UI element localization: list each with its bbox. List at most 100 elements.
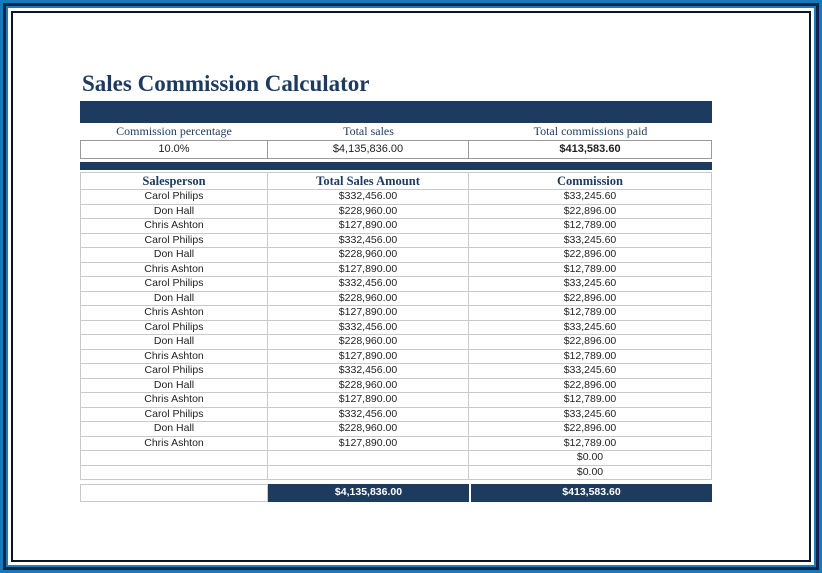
table-row: Carol Philips $332,456.00 $33,245.60	[81, 407, 712, 422]
commission-cell[interactable]: $12,789.00	[469, 262, 712, 277]
sales-amount-cell[interactable]: $332,456.00	[268, 277, 469, 292]
salesperson-cell[interactable]: Chris Ashton	[81, 393, 268, 408]
table-row: Chris Ashton $127,890.00 $12,789.00	[81, 306, 712, 321]
commission-cell[interactable]: $33,245.60	[469, 190, 712, 205]
table-row: Chris Ashton $127,890.00 $12,789.00	[81, 262, 712, 277]
commission-cell[interactable]: $12,789.00	[469, 306, 712, 321]
sales-amount-cell[interactable]: $228,960.00	[268, 378, 469, 393]
summary-label-total-sales: Total sales	[343, 124, 394, 138]
sales-amount-cell[interactable]: $127,890.00	[268, 393, 469, 408]
commission-cell[interactable]: $33,245.60	[469, 407, 712, 422]
column-header-total-sales-amount: Total Sales Amount	[268, 173, 469, 190]
sales-amount-cell[interactable]: $332,456.00	[268, 320, 469, 335]
table-row: Chris Ashton $127,890.00 $12,789.00	[81, 219, 712, 234]
salesperson-cell[interactable]: Carol Philips	[81, 233, 268, 248]
salesperson-cell[interactable]: Don Hall	[81, 204, 268, 219]
commission-cell[interactable]: $33,245.60	[469, 233, 712, 248]
table-row: Carol Philips $332,456.00 $33,245.60	[81, 190, 712, 205]
table-row: Don Hall $228,960.00 $22,896.00	[81, 335, 712, 350]
salesperson-cell[interactable]: Don Hall	[81, 248, 268, 263]
commission-cell[interactable]: $12,789.00	[469, 436, 712, 451]
page: Sales Commission Calculator Commission p…	[11, 11, 811, 562]
salesperson-cell[interactable]: Don Hall	[81, 291, 268, 306]
page-border-ring-navy: Sales Commission Calculator Commission p…	[3, 3, 819, 570]
sales-amount-cell[interactable]: $228,960.00	[268, 248, 469, 263]
total-commissions-paid-value-cell[interactable]: $413,583.60	[559, 143, 621, 155]
table-row: Don Hall $228,960.00 $22,896.00	[81, 248, 712, 263]
sales-amount-cell[interactable]: $332,456.00	[268, 407, 469, 422]
salesperson-cell[interactable]: Chris Ashton	[81, 349, 268, 364]
sales-amount-cell[interactable]: $127,890.00	[268, 436, 469, 451]
table-row: Don Hall $228,960.00 $22,896.00	[81, 291, 712, 306]
table-row: Don Hall $228,960.00 $22,896.00	[81, 204, 712, 219]
title-underline-band	[80, 101, 712, 123]
column-header-salesperson: Salesperson	[81, 173, 268, 190]
commission-cell[interactable]: $0.00	[469, 465, 712, 480]
table-row: Carol Philips $332,456.00 $33,245.60	[81, 364, 712, 379]
commission-cell[interactable]: $33,245.60	[469, 364, 712, 379]
commission-cell[interactable]: $12,789.00	[469, 219, 712, 234]
salesperson-cell[interactable]: Carol Philips	[81, 190, 268, 205]
commission-percentage-value-cell[interactable]: 10.0%	[81, 141, 268, 158]
sales-amount-cell[interactable]: $332,456.00	[268, 364, 469, 379]
salesperson-cell[interactable]: Don Hall	[81, 422, 268, 437]
table-row: $0.00	[81, 465, 712, 480]
commission-cell[interactable]: $12,789.00	[469, 349, 712, 364]
summary-labels-row: Commission percentage Total sales Total …	[80, 123, 712, 140]
sales-amount-cell[interactable]: $127,890.00	[268, 219, 469, 234]
salesperson-cell[interactable]	[81, 451, 268, 466]
total-sales-value-cell[interactable]: $4,135,836.00	[268, 141, 469, 158]
total-sales-amount-cell: $4,135,836.00	[268, 484, 469, 502]
sales-amount-cell[interactable]	[268, 451, 469, 466]
sales-table: Salesperson Total Sales Amount Commissio…	[80, 172, 712, 480]
table-row: Chris Ashton $127,890.00 $12,789.00	[81, 393, 712, 408]
salesperson-cell[interactable]: Don Hall	[81, 335, 268, 350]
salesperson-cell[interactable]: Carol Philips	[81, 407, 268, 422]
salesperson-cell[interactable]: Chris Ashton	[81, 262, 268, 277]
commission-cell[interactable]: $22,896.00	[469, 248, 712, 263]
sales-amount-cell[interactable]: $127,890.00	[268, 262, 469, 277]
page-border-ring-white: Sales Commission Calculator Commission p…	[8, 8, 814, 565]
table-row: Carol Philips $332,456.00 $33,245.60	[81, 233, 712, 248]
commission-cell[interactable]: $33,245.60	[469, 277, 712, 292]
commission-cell[interactable]: $22,896.00	[469, 335, 712, 350]
table-row: Don Hall $228,960.00 $22,896.00	[81, 422, 712, 437]
summary-values-row: 10.0% $4,135,836.00 $413,583.60	[80, 140, 712, 159]
commission-cell[interactable]: $0.00	[469, 451, 712, 466]
salesperson-cell[interactable]: Carol Philips	[81, 277, 268, 292]
sales-amount-cell[interactable]: $127,890.00	[268, 349, 469, 364]
table-row: Don Hall $228,960.00 $22,896.00	[81, 378, 712, 393]
salesperson-cell[interactable]: Carol Philips	[81, 320, 268, 335]
commission-cell[interactable]: $33,245.60	[469, 320, 712, 335]
summary-label-total-commissions-paid: Total commissions paid	[533, 124, 648, 138]
salesperson-cell[interactable]: Carol Philips	[81, 364, 268, 379]
sales-amount-cell[interactable]: $332,456.00	[268, 233, 469, 248]
commission-cell[interactable]: $22,896.00	[469, 204, 712, 219]
salesperson-cell[interactable]: Don Hall	[81, 378, 268, 393]
salesperson-cell[interactable]: Chris Ashton	[81, 436, 268, 451]
total-commission-cell: $413,583.60	[469, 484, 712, 502]
commission-cell[interactable]: $22,896.00	[469, 291, 712, 306]
salesperson-cell[interactable]: Chris Ashton	[81, 306, 268, 321]
sales-amount-cell[interactable]: $332,456.00	[268, 190, 469, 205]
total-row: $4,135,836.00 $413,583.60	[80, 484, 712, 502]
table-header-row: Salesperson Total Sales Amount Commissio…	[81, 173, 712, 190]
total-row-empty-cell	[80, 484, 268, 502]
sales-amount-cell[interactable]: $228,960.00	[268, 422, 469, 437]
sales-amount-cell[interactable]: $228,960.00	[268, 291, 469, 306]
sales-amount-cell[interactable]: $228,960.00	[268, 204, 469, 219]
sales-amount-cell[interactable]: $228,960.00	[268, 335, 469, 350]
commission-cell[interactable]: $12,789.00	[469, 393, 712, 408]
section-divider-band	[80, 162, 712, 170]
summary-label-commission-percentage: Commission percentage	[116, 124, 232, 138]
sales-amount-cell[interactable]: $127,890.00	[268, 306, 469, 321]
sales-amount-cell[interactable]	[268, 465, 469, 480]
salesperson-cell[interactable]: Chris Ashton	[81, 219, 268, 234]
page-border-ring-blue: Sales Commission Calculator Commission p…	[6, 6, 816, 567]
salesperson-cell[interactable]	[81, 465, 268, 480]
document-content: Sales Commission Calculator Commission p…	[80, 72, 712, 502]
commission-cell[interactable]: $22,896.00	[469, 378, 712, 393]
table-row: Carol Philips $332,456.00 $33,245.60	[81, 277, 712, 292]
commission-cell[interactable]: $22,896.00	[469, 422, 712, 437]
